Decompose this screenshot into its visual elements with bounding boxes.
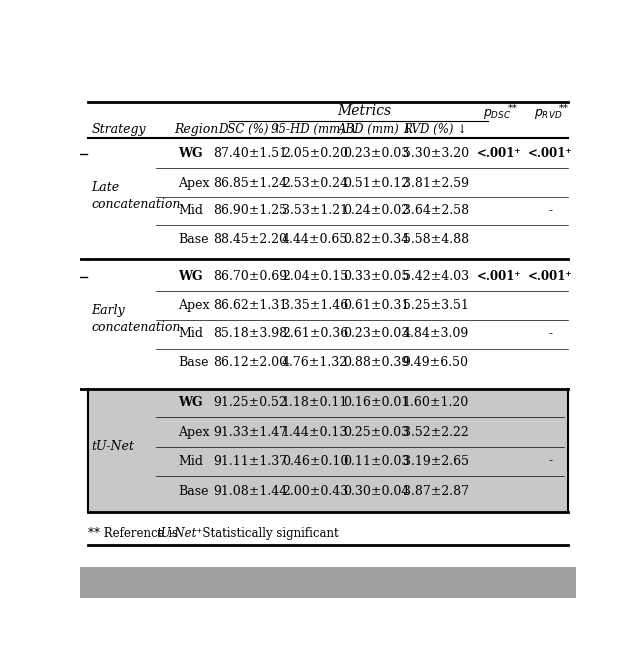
Text: 2.04±0.15: 2.04±0.15 <box>282 271 348 284</box>
Text: WG: WG <box>179 147 203 161</box>
Text: 0.33±0.05: 0.33±0.05 <box>343 271 409 284</box>
Text: Strategy: Strategy <box>92 123 147 136</box>
Text: 88.45±2.20: 88.45±2.20 <box>214 233 287 246</box>
Text: 2.05±0.20: 2.05±0.20 <box>282 147 348 161</box>
Text: 2.61±0.36: 2.61±0.36 <box>282 327 348 341</box>
Bar <box>88 388 568 512</box>
Text: <.001⁺: <.001⁺ <box>528 271 573 284</box>
Text: 0.23±0.03: 0.23±0.03 <box>343 327 409 341</box>
Text: Late
concatenation: Late concatenation <box>92 181 181 211</box>
Text: 3.64±2.58: 3.64±2.58 <box>403 204 468 217</box>
Text: Apex: Apex <box>179 177 210 190</box>
Text: 0.11±0.03: 0.11±0.03 <box>343 454 409 468</box>
Text: 86.90±1.25: 86.90±1.25 <box>214 204 287 217</box>
Text: Base: Base <box>179 485 209 497</box>
Text: 86.12±2.00: 86.12±2.00 <box>213 356 287 369</box>
Text: 0.88±0.39: 0.88±0.39 <box>343 356 409 369</box>
Text: -: - <box>548 327 552 341</box>
Text: Region: Region <box>175 123 219 136</box>
Text: 91.08±1.44: 91.08±1.44 <box>213 485 287 497</box>
Text: 1.44±0.13: 1.44±0.13 <box>282 426 348 439</box>
Text: 4.76±1.32: 4.76±1.32 <box>282 356 348 369</box>
Text: 86.85±1.24: 86.85±1.24 <box>213 177 287 190</box>
Text: 5.30±3.20: 5.30±3.20 <box>403 147 468 161</box>
Text: <.001⁺: <.001⁺ <box>477 271 522 284</box>
Text: 95-HD (mm) ↓: 95-HD (mm) ↓ <box>271 123 358 136</box>
Text: 9.49±6.50: 9.49±6.50 <box>403 356 468 369</box>
Text: 3.81±2.59: 3.81±2.59 <box>403 177 468 190</box>
Text: WG: WG <box>179 271 203 284</box>
Text: tU-Net: tU-Net <box>92 440 134 453</box>
Text: 1.18±0.11: 1.18±0.11 <box>282 396 348 409</box>
Text: Metrics: Metrics <box>337 104 392 118</box>
Text: 91.25±0.52: 91.25±0.52 <box>214 396 287 409</box>
Text: tU-Net: tU-Net <box>156 527 196 540</box>
Text: 0.82±0.34: 0.82±0.34 <box>343 233 409 246</box>
Text: 5.42±4.03: 5.42±4.03 <box>403 271 468 284</box>
Text: -: - <box>548 454 552 468</box>
Text: 85.18±3.98: 85.18±3.98 <box>213 327 287 341</box>
Text: Mid: Mid <box>179 327 204 341</box>
Text: Base: Base <box>179 356 209 369</box>
Text: DSC (%) ↑: DSC (%) ↑ <box>218 123 283 136</box>
Text: 0.16±0.01: 0.16±0.01 <box>343 396 409 409</box>
Text: 0.30±0.04: 0.30±0.04 <box>343 485 409 497</box>
Text: 3.52±2.22: 3.52±2.22 <box>403 426 468 439</box>
Text: 0.25±0.03: 0.25±0.03 <box>343 426 409 439</box>
Text: 0.46±0.10: 0.46±0.10 <box>282 454 348 468</box>
Text: 0.51±0.12: 0.51±0.12 <box>343 177 409 190</box>
Text: 4.44±0.65: 4.44±0.65 <box>282 233 348 246</box>
Text: 2.53±0.24: 2.53±0.24 <box>282 177 348 190</box>
Text: ⁺Statistically significant: ⁺Statistically significant <box>186 527 339 540</box>
Text: $p_{DSC}$: $p_{DSC}$ <box>483 107 511 121</box>
Text: 1.60±1.20: 1.60±1.20 <box>403 396 469 409</box>
Text: -: - <box>548 204 552 217</box>
Text: <.001⁺: <.001⁺ <box>477 147 522 161</box>
Text: 3.87±2.87: 3.87±2.87 <box>403 485 468 497</box>
Text: WG: WG <box>179 396 203 409</box>
Text: 3.19±2.65: 3.19±2.65 <box>403 454 468 468</box>
Text: 3.53±1.21: 3.53±1.21 <box>282 204 348 217</box>
Text: 5.25±3.51: 5.25±3.51 <box>403 299 468 312</box>
Text: Base: Base <box>179 233 209 246</box>
Bar <box>80 567 576 598</box>
Text: 91.33±1.47: 91.33±1.47 <box>213 426 287 439</box>
Text: 86.70±0.69: 86.70±0.69 <box>213 271 287 284</box>
Text: Mid: Mid <box>179 204 204 217</box>
Text: **: ** <box>559 104 568 113</box>
Text: <.001⁺: <.001⁺ <box>528 147 573 161</box>
Text: 87.40±1.51: 87.40±1.51 <box>213 147 287 161</box>
Text: 91.11±1.37: 91.11±1.37 <box>213 454 287 468</box>
Text: 86.62±1.31: 86.62±1.31 <box>213 299 287 312</box>
Text: 0.23±0.03: 0.23±0.03 <box>343 147 409 161</box>
Text: 2.00±0.43: 2.00±0.43 <box>282 485 348 497</box>
Text: Apex: Apex <box>179 426 210 439</box>
Text: RVD (%) ↓: RVD (%) ↓ <box>404 123 468 136</box>
Text: ABD (mm) ↓: ABD (mm) ↓ <box>339 123 413 136</box>
Text: 0.24±0.02: 0.24±0.02 <box>343 204 409 217</box>
Text: Early
concatenation: Early concatenation <box>92 304 181 335</box>
Text: $p_{RVD}$: $p_{RVD}$ <box>534 107 563 121</box>
Text: 5.58±4.88: 5.58±4.88 <box>403 233 468 246</box>
Text: Apex: Apex <box>179 299 210 312</box>
Text: 3.35±1.46: 3.35±1.46 <box>282 299 348 312</box>
Text: 0.61±0.31: 0.61±0.31 <box>343 299 409 312</box>
Text: 4.84±3.09: 4.84±3.09 <box>403 327 469 341</box>
Text: **: ** <box>508 104 517 113</box>
Text: ** Reference is: ** Reference is <box>88 527 182 540</box>
Text: Mid: Mid <box>179 454 204 468</box>
